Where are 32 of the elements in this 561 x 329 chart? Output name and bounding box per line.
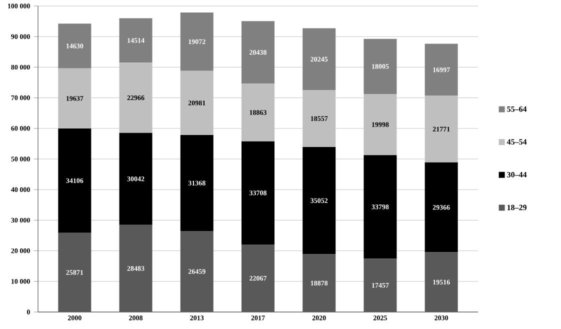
bar: [424, 44, 458, 96]
bar: [302, 146, 336, 254]
bar: [424, 252, 458, 312]
bar: [180, 70, 214, 136]
bar: [364, 258, 397, 312]
bar: [58, 232, 92, 312]
bar: [119, 132, 152, 225]
bar: [364, 38, 397, 94]
bar: [424, 162, 458, 252]
bar: [302, 90, 336, 147]
bar: [364, 155, 397, 259]
legend-label: 55–64: [507, 106, 527, 112]
bar: [119, 224, 152, 312]
bar: [364, 94, 397, 156]
bar: [302, 28, 336, 90]
legend-label: 30–44: [507, 172, 527, 178]
bar: [242, 84, 274, 142]
legend-label: 45–54: [506, 139, 527, 145]
bar: [424, 96, 458, 162]
legend-label: 18–29: [507, 204, 527, 210]
bar: [302, 254, 336, 312]
bar: [58, 128, 92, 233]
bar: [180, 12, 214, 71]
bar: [119, 18, 152, 63]
bar: [242, 141, 274, 244]
bar: [180, 135, 214, 232]
bar: [242, 244, 274, 312]
bar: [58, 24, 92, 68]
bar: [58, 68, 92, 128]
bar: [119, 62, 152, 133]
bar: [180, 231, 214, 312]
bar: [242, 21, 274, 84]
